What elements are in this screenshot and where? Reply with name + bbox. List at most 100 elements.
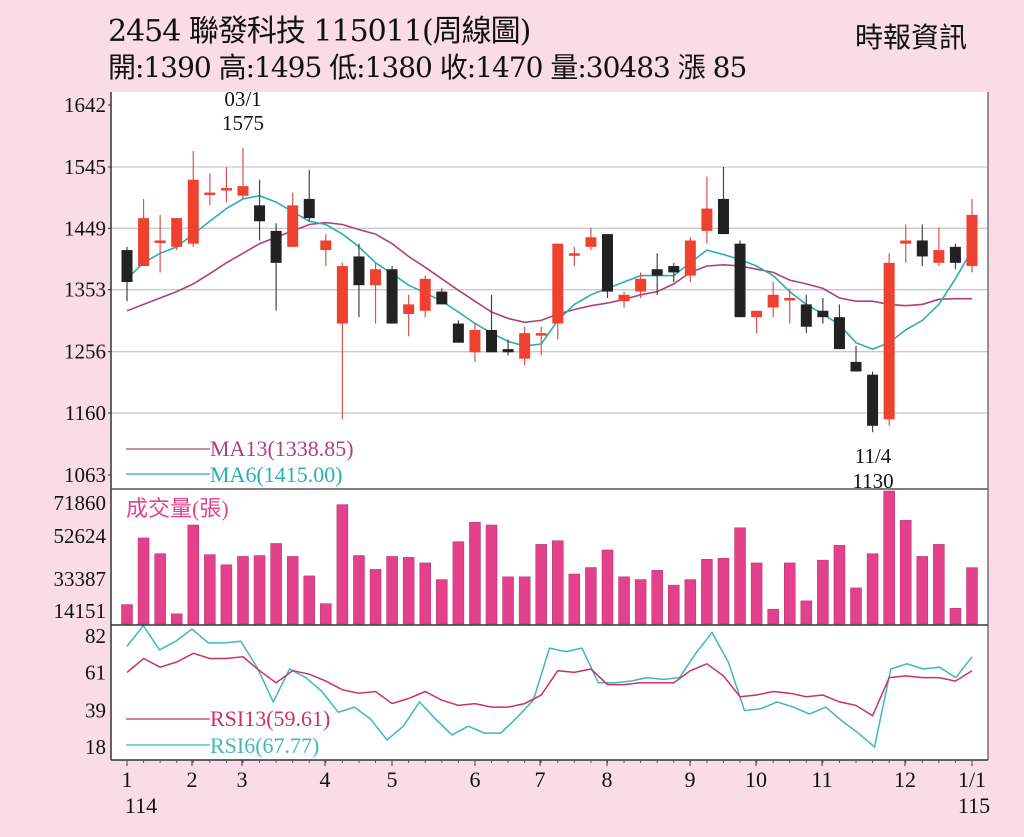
candle [403, 294, 415, 337]
price-tick-label: 1063 [64, 463, 106, 487]
candle [452, 320, 464, 343]
volume-bar [419, 562, 431, 625]
candle [734, 240, 746, 318]
volume-bar [949, 608, 962, 625]
volume-bar [402, 557, 415, 625]
candle [535, 326, 547, 356]
volume-bar [204, 554, 216, 625]
volume-bar [899, 520, 912, 625]
candle [287, 192, 299, 247]
candle [220, 166, 232, 203]
price-tick-label: 1353 [64, 278, 106, 302]
candle [469, 323, 481, 362]
volume-bar [734, 527, 746, 625]
rsi6-legend: RSI6(67.77) [210, 733, 319, 758]
candle [767, 282, 779, 318]
rsi13-legend: RSI13(59.61) [210, 706, 330, 731]
volume-bar [286, 556, 299, 625]
volume-bar [469, 521, 481, 625]
rsi-tick-label: 39 [85, 699, 106, 723]
ma6-legend: MA6(1415.00) [210, 462, 343, 487]
volume-bar [552, 540, 564, 625]
rsi-tick-label: 18 [85, 735, 106, 759]
candle [303, 170, 315, 222]
volume-bar [336, 504, 349, 625]
x-tick-label: 1 [122, 767, 133, 792]
x-tick-label: 5 [387, 767, 398, 792]
volume-bar [485, 524, 498, 625]
candle [502, 339, 514, 356]
volume-bar [850, 587, 862, 625]
price-tick-label: 1449 [64, 216, 106, 240]
candle [966, 198, 978, 273]
y-axis-labels: 1642 1545 1449 1353 1256 1160 1063 71860 52624 33… [54, 93, 111, 759]
volume-bar [883, 490, 895, 625]
x-tick-label: 11 [811, 767, 832, 792]
candle [817, 297, 829, 324]
high-value-label: 1575 [222, 111, 264, 135]
candle [717, 166, 729, 235]
candle [668, 262, 680, 283]
year-label: 115 [958, 793, 990, 818]
candle [949, 243, 961, 270]
candle [187, 151, 199, 247]
ohlc-summary: 開:1390 高:1495 低:1380 收:1470 量:30483 漲 85 [108, 51, 747, 84]
candle [138, 198, 150, 267]
volume-bar [303, 575, 316, 625]
candle [519, 326, 531, 366]
volume-bar [170, 613, 183, 625]
high-date-label: 03/1 [224, 87, 261, 111]
x-tick-label: 10 [745, 767, 767, 792]
ma13-legend: MA13(1338.85) [210, 436, 354, 461]
price-tick-label: 1642 [64, 93, 106, 117]
volume-bar [154, 553, 166, 625]
candle [585, 227, 597, 251]
x-tick-label: 4 [320, 767, 331, 792]
candle [601, 234, 613, 298]
volume-bar [220, 564, 233, 625]
volume-bar [717, 558, 730, 625]
candle [684, 237, 696, 283]
volume-bar [618, 576, 630, 625]
volume-bar [668, 584, 680, 625]
year-label: 114 [125, 793, 157, 818]
candle [751, 310, 763, 334]
chart-frame [110, 92, 989, 761]
legend: MA13(1338.85)MA6(1415.00) RSI13(59.61)RSI… [126, 436, 354, 758]
candle [386, 266, 398, 324]
rsi-tick-label: 61 [85, 660, 106, 684]
candle [867, 371, 879, 433]
x-tick-label: 7 [535, 767, 546, 792]
volume-bars: 成交量(張) [121, 490, 978, 625]
volume-bar [121, 604, 133, 625]
volume-bar [253, 555, 266, 625]
volume-bar [966, 567, 978, 625]
volume-tick-label: 52624 [54, 524, 107, 548]
rsi-lines [126, 624, 973, 749]
candle [121, 246, 133, 302]
candle [651, 253, 663, 295]
candle [171, 218, 183, 251]
candle [552, 243, 564, 340]
candle [635, 272, 647, 298]
rsi13-line [126, 652, 973, 717]
volume-tick-label: 14151 [54, 599, 107, 623]
volume-bar [817, 559, 829, 625]
volume-bar [386, 556, 398, 625]
volume-bar [452, 541, 465, 625]
x-tick-label: 3 [237, 767, 248, 792]
x-tick-label: 6 [470, 767, 481, 792]
candlestick-series [121, 147, 978, 433]
volume-bar [800, 600, 813, 625]
volume-bar [502, 576, 514, 625]
moving-average-lines [126, 194, 973, 350]
candle [237, 147, 249, 199]
volume-bar [270, 543, 282, 625]
volume-bar [436, 579, 448, 625]
volume-bar [518, 576, 531, 625]
price-tick-label: 1160 [65, 401, 106, 425]
rsi-tick-label: 82 [85, 624, 106, 648]
volume-bar [535, 544, 547, 625]
